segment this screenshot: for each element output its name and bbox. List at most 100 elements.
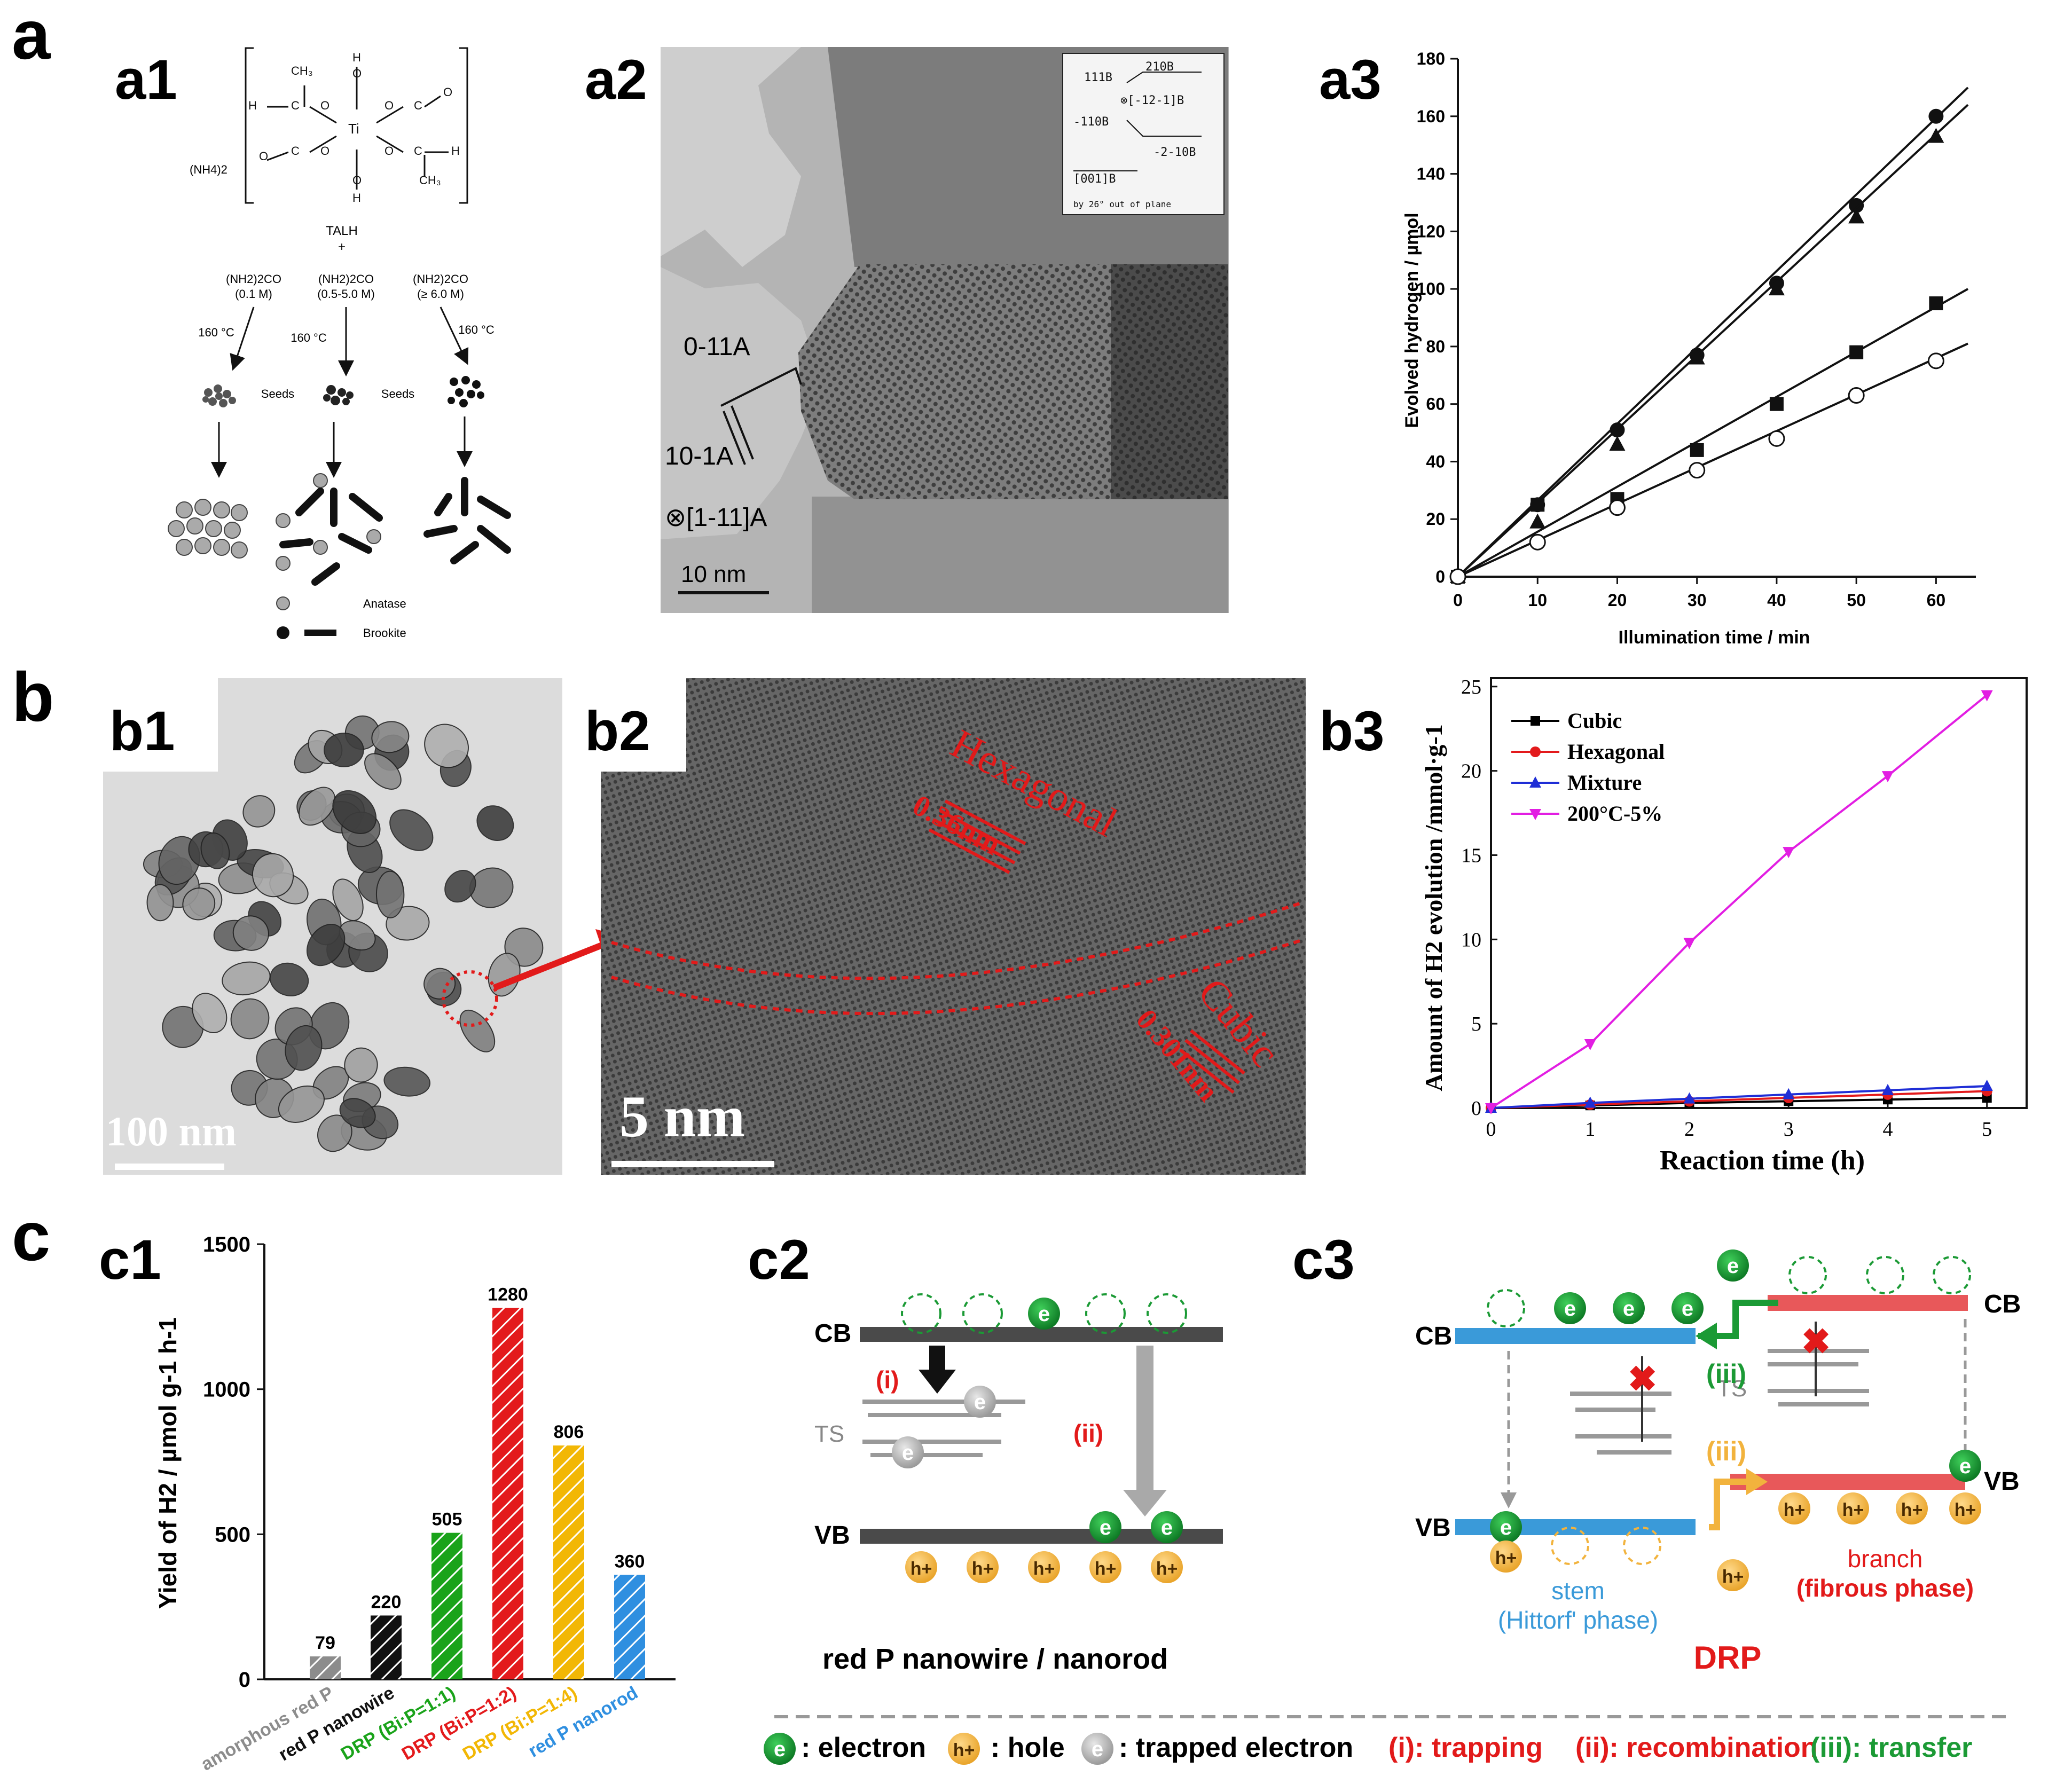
c3-empty-states: [1487, 1256, 1971, 1565]
b3-point-circle: [1530, 746, 1541, 757]
c3-hole-branch-circle: [1778, 1492, 1810, 1524]
c2-electron-circle: [1151, 1511, 1183, 1543]
svg-text:O: O: [320, 144, 329, 158]
svg-text:CH₃: CH₃: [291, 64, 313, 77]
c3-hole-moving-label: h+: [1722, 1567, 1744, 1587]
urea-conditions: (NH2)2CO (0.1 M) (NH2)2CO (0.5-5.0 M) (N…: [198, 272, 495, 400]
a3-xtick-label: 30: [1688, 591, 1707, 610]
c-legend: e h+ e : electron : hole : trapped electro…: [764, 1715, 2013, 1765]
c3-vb-right: VB: [1984, 1467, 2020, 1496]
b1-particle: [424, 724, 469, 768]
c3-vb-left: VB: [1415, 1514, 1451, 1542]
svg-text:(≥ 6.0 M): (≥ 6.0 M): [417, 287, 464, 301]
svg-text:C: C: [291, 99, 300, 112]
c3-hole-transfer: [1709, 1479, 1762, 1530]
b1-particle: [299, 787, 336, 826]
c1-value-label: 505: [432, 1510, 462, 1530]
a1-ammonium: (NH4)2: [190, 163, 227, 176]
c2-cb-band: [860, 1327, 1223, 1342]
a3-point-circle: [1928, 108, 1944, 124]
b1-particle: [222, 961, 271, 996]
b1-region-circle: [442, 970, 498, 1027]
c3-electron-label: e: [1623, 1297, 1635, 1321]
b1-particle: [383, 1066, 431, 1097]
a2-label: a2: [585, 49, 647, 111]
c2-cb: CB: [814, 1319, 851, 1348]
a3-point-open-circle: [1689, 462, 1706, 479]
c2-electron-label: e: [1100, 1516, 1111, 1539]
c3-iii-green: (iii): [1706, 1359, 1746, 1389]
panel-b1: b1 100 nm: [103, 678, 625, 1175]
b1-particle: [182, 887, 216, 921]
a3-point-open-circle: [1449, 568, 1466, 585]
panel-a-label: a: [12, 0, 51, 74]
c2-hole-circle: [967, 1551, 999, 1583]
b3-point-triangle: [1981, 1079, 1993, 1091]
brookite-legend-dot: [277, 626, 289, 639]
legend-trapped-icon-label: e: [1092, 1738, 1103, 1761]
a3-ytick-label: 180: [1417, 49, 1445, 68]
c3-cb-left: CB: [1415, 1322, 1452, 1350]
zoom-arrow: [492, 939, 610, 991]
anatase-legend: Anatase: [363, 597, 406, 610]
c3-electron-branch-label: e: [1727, 1254, 1739, 1278]
svg-text:O: O: [443, 85, 452, 99]
legend-trapping: (i): trapping: [1388, 1732, 1543, 1763]
b3-point-triangle-down: [1981, 690, 1993, 702]
b1-particle: [162, 1005, 204, 1048]
c3-hole-branch-label: h+: [1842, 1500, 1864, 1520]
talh-plus: +: [338, 240, 346, 254]
panel-c-label: c: [12, 1197, 50, 1275]
c1-value-label: 1280: [488, 1285, 528, 1305]
c2-empty-states: [901, 1293, 1187, 1334]
a3-ytick-label: 20: [1426, 509, 1445, 529]
b3-legend-text: Cubic: [1567, 709, 1622, 733]
c3-electron-vb-branch-circle: [1949, 1450, 1981, 1482]
b3-ytick-label: 15: [1461, 844, 1481, 867]
b2-label: b2: [585, 700, 650, 763]
c3-hole-stem-circle: [1490, 1541, 1522, 1573]
svg-text:160 °C: 160 °C: [458, 323, 495, 336]
c3-electron-circle: [1554, 1292, 1586, 1324]
c3-electron-vb-label: e: [1500, 1516, 1512, 1539]
a3-fit-line: [1457, 87, 1969, 578]
c2-electron-label: e: [1161, 1516, 1173, 1539]
a3-point-circle: [1849, 198, 1864, 213]
svg-text:(NH2)2CO: (NH2)2CO: [226, 272, 281, 286]
svg-text:111B: 111B: [1084, 71, 1112, 84]
a3-point-open-circle: [1608, 499, 1626, 516]
a3-point-square: [1769, 397, 1784, 411]
svg-text:210B: 210B: [1145, 60, 1174, 74]
a3-point-triangle: [1529, 513, 1546, 529]
a3-ytick-label: 100: [1417, 279, 1445, 298]
b3-ticks: 0 1 2 3 4 5 0 5 10 15 20 25: [1461, 676, 1992, 1141]
svg-text:Seeds: Seeds: [261, 387, 294, 400]
c3-electron-vb-branch-label: e: [1959, 1455, 1971, 1478]
mixed-rods: [279, 488, 383, 586]
svg-text:✖: ✖: [1801, 1322, 1831, 1361]
svg-text:H: H: [248, 99, 257, 112]
b3-point-triangle: [1584, 1096, 1596, 1108]
a3-ytick-label: 160: [1417, 107, 1445, 126]
panel-c1: c1 Yield of H2 / µmol g-1 h-1 0 500 1000 15…: [99, 1229, 676, 1775]
c3-carriers: e e e e e h+ e h+ h+ h+ h+ h+: [1490, 1249, 1981, 1591]
c2-label: c2: [748, 1229, 810, 1291]
svg-text:O: O: [352, 174, 362, 187]
b1-particle: [371, 721, 410, 753]
a3-xlabel: Illumination time / min: [1619, 627, 1810, 648]
a3-point-square: [1929, 296, 1943, 311]
b1-particle: [200, 832, 230, 869]
a2-inset: [1062, 53, 1225, 215]
c1-ylabel: Yield of H2 / µmol g-1 h-1: [154, 1317, 182, 1609]
b1-particle: [444, 870, 476, 903]
a3-fit-line: [1457, 288, 1969, 578]
c2-hole-circle: [1151, 1551, 1183, 1583]
c2-electron-label: e: [1038, 1302, 1050, 1326]
a3-point-triangle: [1768, 280, 1785, 296]
c2-trapped-electron-circle: [892, 1436, 924, 1468]
c2-hole-label: h+: [1095, 1559, 1117, 1579]
b3-ytick-label: 20: [1461, 760, 1481, 783]
c3-blocked-arrows: [1641, 1322, 1817, 1442]
svg-text:✖: ✖: [1628, 1359, 1657, 1398]
